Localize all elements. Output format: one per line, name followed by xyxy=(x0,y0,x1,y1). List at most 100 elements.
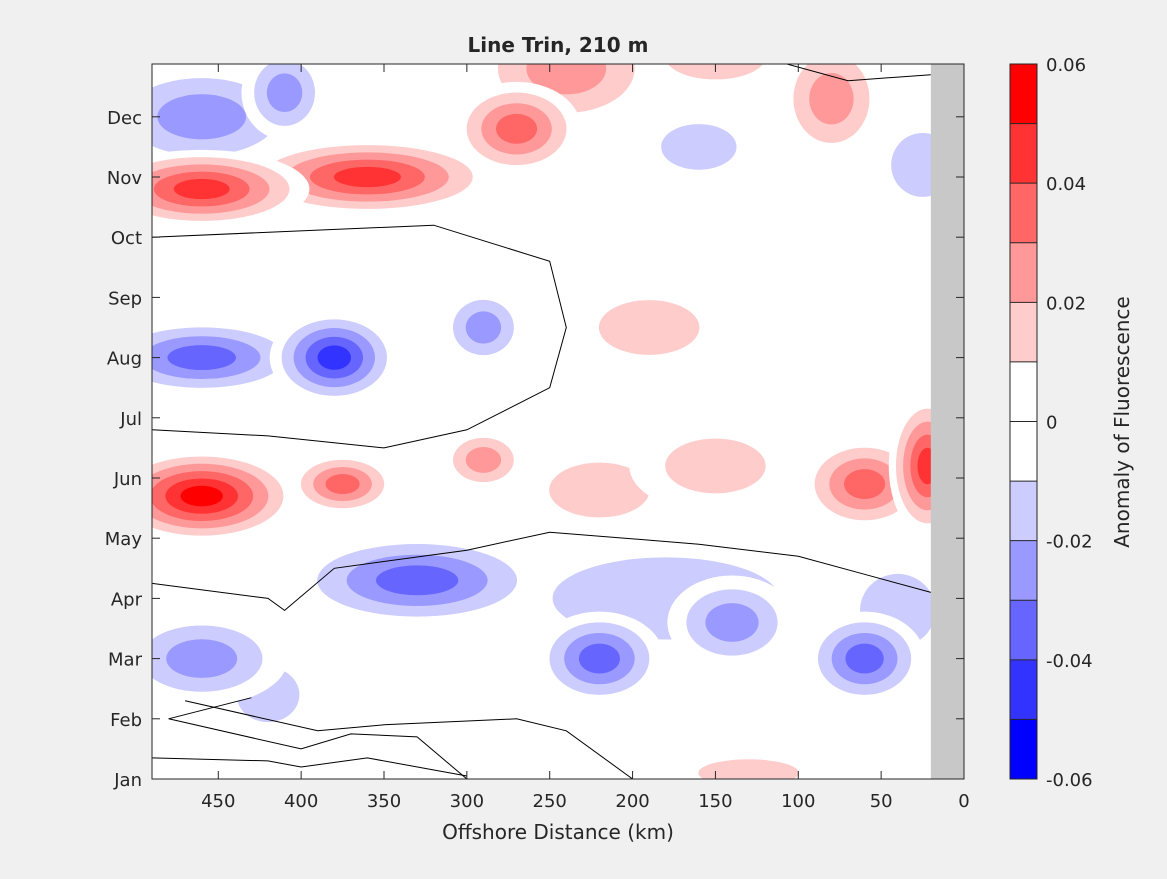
anomaly-level-patch xyxy=(661,124,737,170)
zero-contour-lines xyxy=(152,64,932,779)
colorbar-tick-label: 0.04 xyxy=(1046,174,1086,195)
anomaly-level-patch xyxy=(526,64,607,95)
anomaly-blob xyxy=(440,428,527,492)
y-tick-label: Jan xyxy=(113,770,142,791)
anomaly-level-patch xyxy=(180,485,223,507)
plot-border xyxy=(151,63,965,780)
anomaly-level-patch xyxy=(578,643,620,674)
anomaly-level-patch xyxy=(845,643,884,674)
anomaly-level-patch xyxy=(501,749,631,779)
anomaly-blob xyxy=(152,149,310,229)
anomaly-blob xyxy=(288,452,397,516)
colorbar-swatch xyxy=(1010,242,1037,303)
anomaly-blob xyxy=(152,611,288,706)
anomaly-level-patch xyxy=(705,603,759,642)
y-tick-label: Feb xyxy=(110,710,142,731)
x-tick-label: 150 xyxy=(698,791,732,812)
zero-contour-line xyxy=(168,697,468,779)
anomaly-level-patch xyxy=(630,64,801,96)
zero-contour-line xyxy=(184,700,633,779)
anomaly-blob xyxy=(562,280,736,375)
y-tick-label: Nov xyxy=(107,168,142,189)
y-tick-label: Jul xyxy=(119,409,142,430)
x-tick-label: 400 xyxy=(284,791,318,812)
x-tick-label: 50 xyxy=(870,791,893,812)
anomaly-level-patch xyxy=(549,462,650,518)
colorbar-swatch xyxy=(1010,481,1037,541)
anomaly-level-patch xyxy=(598,300,700,355)
anomaly-blob xyxy=(330,729,438,779)
anomaly-blob xyxy=(241,64,328,140)
colorbar-swatch xyxy=(1010,600,1037,660)
anomaly-level-patch xyxy=(167,345,236,371)
colorbar-tick-label: -0.04 xyxy=(1046,651,1093,672)
anomaly-level-patch xyxy=(330,729,438,779)
anomaly-blob xyxy=(287,533,547,628)
anomaly-level-patch xyxy=(157,94,247,140)
no-data-strip xyxy=(930,64,964,779)
colorbar-tick-label: 0 xyxy=(1046,413,1057,434)
anomaly-level-patch xyxy=(333,166,401,188)
anomaly-blob xyxy=(662,749,835,779)
x-tick-label: 200 xyxy=(615,791,649,812)
anomaly-blob xyxy=(269,310,399,405)
colorbar-border xyxy=(1009,63,1038,780)
colorbar-swatch xyxy=(1010,719,1037,779)
anomaly-blob xyxy=(667,575,797,670)
colorbar-swatch xyxy=(1010,421,1037,482)
colorbar-tick-label: -0.06 xyxy=(1046,770,1093,791)
anomaly-blob xyxy=(440,288,527,367)
anomaly-blob xyxy=(451,81,582,176)
y-tick-label: Dec xyxy=(107,108,142,129)
y-tick-label: Apr xyxy=(111,589,143,610)
anomaly-level-patch xyxy=(465,447,502,473)
y-tick-label: May xyxy=(105,529,143,550)
colorbar-tick-label: 0.06 xyxy=(1046,55,1086,76)
anomaly-blob xyxy=(152,449,299,544)
anomaly-level-patch xyxy=(325,474,360,494)
anomaly-blob xyxy=(534,611,665,706)
colorbar-swatch xyxy=(1010,123,1037,184)
anomaly-blob xyxy=(777,64,886,162)
colorbar-tick-label: 0.02 xyxy=(1046,293,1086,314)
anomaly-level-patch xyxy=(173,178,230,200)
anomaly-level-patch xyxy=(756,258,964,337)
y-tick-label: Oct xyxy=(111,228,142,249)
x-tick-label: 250 xyxy=(533,791,567,812)
y-tick-label: Sep xyxy=(108,288,142,309)
x-tick-label: 100 xyxy=(781,791,815,812)
x-tick-label: 300 xyxy=(450,791,484,812)
anomaly-level-patch xyxy=(809,72,854,125)
zero-contour-line xyxy=(152,531,932,612)
colorbar-swatch xyxy=(1010,183,1037,243)
zero-contour-line xyxy=(784,64,931,82)
anomaly-blob xyxy=(804,611,925,706)
colorbar-swatch xyxy=(1010,302,1037,362)
anomaly-blob xyxy=(629,419,802,513)
colorbar-swatch xyxy=(1010,659,1037,720)
y-tick-label: Aug xyxy=(107,349,142,370)
x-axis-label: Offshore Distance (km) xyxy=(442,820,674,844)
colorbar-swatch xyxy=(1010,361,1037,422)
chart-title: Line Trin, 210 m xyxy=(468,33,649,57)
zero-contour-line xyxy=(152,757,467,777)
colorbar: -0.06 -0.04 -0.02 0 0.02 0.04 0.06 xyxy=(1009,55,1093,791)
anomaly-blob xyxy=(756,258,964,337)
anomaly-level-patch xyxy=(665,438,766,494)
colorbar-swatch xyxy=(1010,540,1037,601)
x-tick-label: 350 xyxy=(367,791,401,812)
y-tick-label: Jun xyxy=(113,469,142,490)
x-tick-label: 0 xyxy=(958,791,969,812)
anomaly-level-patch xyxy=(166,639,238,678)
anomaly-level-patch xyxy=(317,345,352,370)
y-tick-label: Mar xyxy=(108,650,143,671)
y-axis-ticks: Jan Feb Mar Apr May Jun Jul Aug Sep Oct Nov Dec xyxy=(105,108,964,791)
anomaly-level-patch xyxy=(667,64,763,80)
x-tick-label: 450 xyxy=(201,791,235,812)
colorbar-swatch xyxy=(1010,64,1037,124)
colorbar-tick-label: -0.02 xyxy=(1046,532,1093,553)
anomaly-level-patch xyxy=(376,565,459,596)
colorbar-label: Anomaly of Fluorescence xyxy=(1110,296,1134,547)
